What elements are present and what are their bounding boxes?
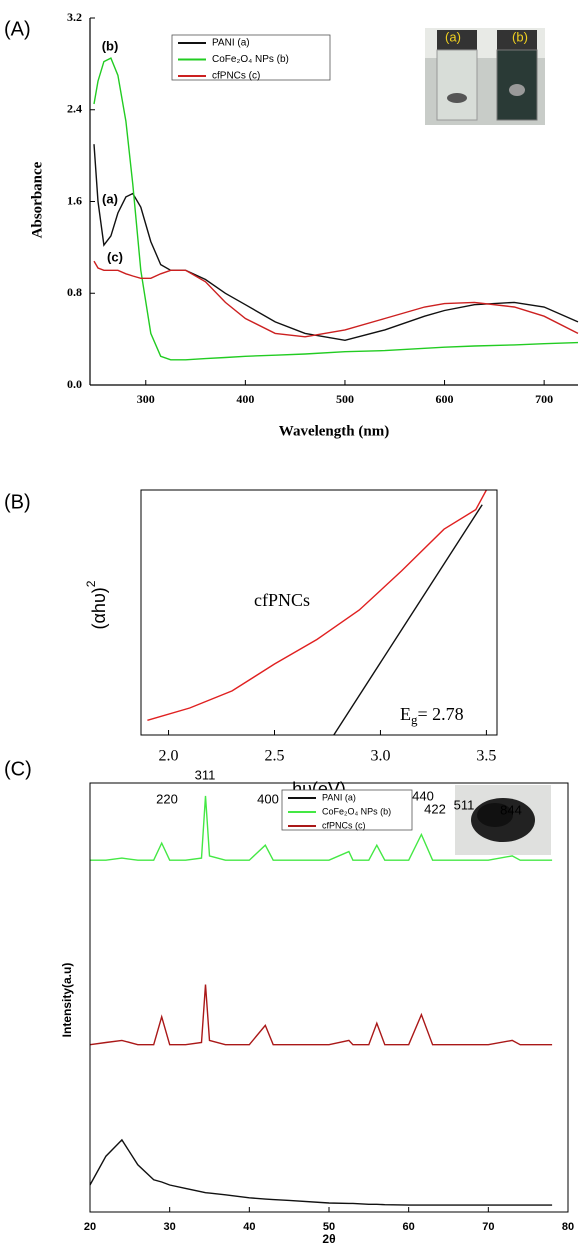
x-axis-label: Wavelength (nm) xyxy=(279,423,389,439)
annotation: 400 xyxy=(257,791,279,806)
panel-label: (C) xyxy=(4,758,32,780)
x-tick-label: 30 xyxy=(164,1221,176,1233)
x-tick-label: 400 xyxy=(236,392,254,406)
y-axis-label: Intensity(a.u) xyxy=(60,963,74,1038)
annotation: 422 xyxy=(424,801,446,816)
x-tick-label: 60 xyxy=(403,1221,415,1233)
x-tick-label: 2.5 xyxy=(265,748,285,765)
annotation: 220 xyxy=(156,791,178,806)
data-line xyxy=(333,504,483,736)
band-gap-label: Eg= 2.78 xyxy=(400,704,464,727)
x-axis-label: 2θ xyxy=(322,1232,335,1246)
photo-inset xyxy=(425,28,545,125)
legend-box xyxy=(281,789,413,831)
legend-label: cfPNCs (c) xyxy=(322,820,366,830)
data-line xyxy=(90,795,553,861)
x-tick-label: 40 xyxy=(243,1221,255,1233)
annotation: (c) xyxy=(107,249,123,264)
inset-label: (a) xyxy=(445,29,461,44)
legend-label: PANI (a) xyxy=(212,38,250,49)
x-tick-label: 500 xyxy=(336,392,354,406)
band-gap-symbol: E xyxy=(400,704,411,724)
y-tick-label: 2.4 xyxy=(67,102,82,116)
x-tick-label: 20 xyxy=(84,1221,96,1233)
band-gap-sub: g xyxy=(411,712,418,727)
inset-label: (b) xyxy=(512,29,528,44)
annotation: 311 xyxy=(195,767,216,782)
y-axis-label-sup: 2 xyxy=(84,580,98,587)
y-axis-label: Absorbance xyxy=(29,161,45,238)
y-tick-label: 3.2 xyxy=(67,10,82,24)
annotation: 511 xyxy=(454,797,475,812)
x-tick-label: 300 xyxy=(137,392,155,406)
y-axis-label-text: (αhυ) xyxy=(89,587,109,629)
band-gap-value: = 2.78 xyxy=(418,704,464,724)
data-line xyxy=(89,1138,553,1206)
data-line xyxy=(93,260,579,338)
data-line xyxy=(93,144,579,342)
x-tick-label: 3.0 xyxy=(370,748,390,765)
annotation: 844 xyxy=(500,802,522,817)
x-tick-label: 70 xyxy=(482,1221,494,1233)
x-tick-label: 80 xyxy=(562,1221,574,1233)
annotation: cfPNCs xyxy=(254,590,310,610)
annotation: 440 xyxy=(412,788,434,803)
y-tick-label: 1.6 xyxy=(67,193,82,207)
x-tick-label: 50 xyxy=(323,1221,335,1233)
legend-label: CoFe₂O₄ NPs (b) xyxy=(322,806,391,816)
data-line xyxy=(93,57,579,361)
panel-label: (B) xyxy=(4,491,31,513)
plot-frame xyxy=(140,489,498,736)
annotation: (b) xyxy=(102,38,119,53)
legend-label: CoFe₂O₄ NPs (b) xyxy=(212,54,289,65)
data-line xyxy=(147,489,488,721)
panel-label: (A) xyxy=(4,18,31,40)
annotation: (a) xyxy=(102,191,118,206)
photo-inset xyxy=(455,785,551,855)
legend-label: cfPNCs (c) xyxy=(212,71,260,82)
x-tick-label: 700 xyxy=(535,392,553,406)
y-tick-label: 0.8 xyxy=(67,285,82,299)
y-axis-label: (αhυ)2 xyxy=(84,580,109,629)
y-tick-label: 0.0 xyxy=(67,377,82,391)
x-tick-label: 3.5 xyxy=(476,748,496,765)
data-line xyxy=(89,984,553,1046)
x-tick-label: 600 xyxy=(436,392,454,406)
x-tick-label: 2.0 xyxy=(159,748,179,765)
legend-label: PANI (a) xyxy=(322,792,356,802)
